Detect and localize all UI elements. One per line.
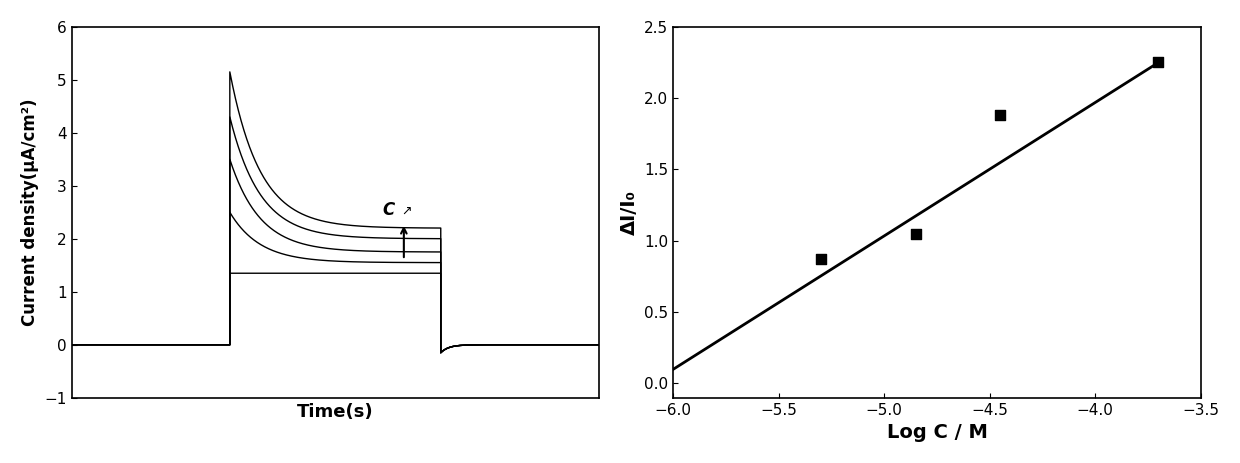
X-axis label: Time(s): Time(s): [296, 403, 373, 421]
Point: [1148, 59, 1168, 66]
Y-axis label: Current density(μA/cm²): Current density(μA/cm²): [21, 99, 38, 326]
Point: [811, 256, 831, 263]
X-axis label: Log C / M: Log C / M: [887, 423, 987, 442]
Text: ↗: ↗: [402, 205, 412, 218]
Text: C: C: [383, 201, 396, 219]
Point: [906, 230, 926, 238]
Point: [991, 112, 1011, 119]
Y-axis label: ΔI/I₀: ΔI/I₀: [620, 190, 639, 235]
